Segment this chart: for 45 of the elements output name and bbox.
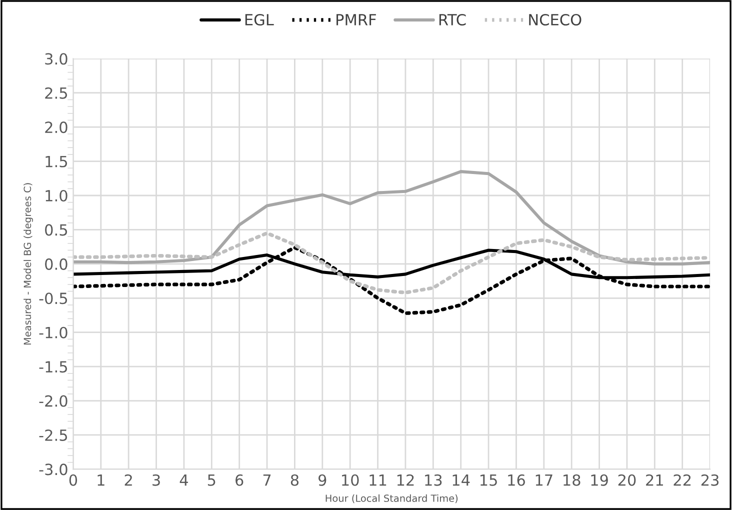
- line-series: [73, 246, 710, 315]
- legend-label: RTC: [439, 14, 466, 26]
- line-series: [73, 170, 710, 266]
- x-tick-label: 18: [564, 474, 580, 486]
- legend-label: EGL: [245, 14, 274, 26]
- x-tick-label: 19: [591, 474, 608, 486]
- x-tick-label: 2: [124, 474, 132, 486]
- y-axis-title: Measured - Model BG (degrees C): [24, 183, 33, 345]
- x-tick-label: 3: [152, 474, 160, 486]
- y-tick-label: -2.5: [39, 429, 68, 442]
- y-tick-label: 0.0: [45, 258, 68, 270]
- x-axis-title: Hour (Local Standard Time): [326, 494, 458, 504]
- legend-label: PMRF: [336, 14, 376, 26]
- x-tick-label: 9: [318, 474, 326, 486]
- y-tick-label: 1.0: [46, 190, 68, 202]
- x-tick-label: 0: [69, 474, 78, 486]
- x-tick-label: 20: [618, 474, 636, 486]
- x-tick-label: 8: [290, 474, 299, 486]
- x-tick-label: 15: [480, 474, 497, 486]
- x-tick-label: 11: [370, 474, 386, 486]
- x-tick-label: 12: [397, 474, 414, 486]
- x-tick-label: 7: [263, 474, 271, 486]
- x-tick-label: 17: [536, 474, 552, 486]
- x-tick-label: 13: [425, 474, 442, 486]
- y-tick-label: 0.5: [45, 224, 68, 236]
- y-tick-label: -1.0: [39, 326, 68, 338]
- y-tick-label: 2.0: [45, 122, 68, 134]
- y-tick-label: -3.0: [39, 464, 68, 476]
- y-tick-label: -2.0: [39, 395, 68, 407]
- x-tick-label: 6: [236, 474, 244, 486]
- y-tick-label: 3.0: [45, 53, 68, 65]
- x-tick-label: 1: [98, 474, 104, 486]
- y-tick-label: -0.5: [39, 292, 68, 304]
- x-tick-label: 22: [674, 474, 691, 486]
- y-tick-label: -1.5: [39, 361, 68, 373]
- x-tick-label: 21: [646, 474, 663, 486]
- y-tick-label: 2.5: [45, 87, 68, 99]
- x-tick-label: 5: [208, 474, 216, 486]
- legend-label: NCECO: [529, 14, 582, 26]
- y-tick-label: 1.5: [46, 156, 68, 168]
- x-tick-label: 10: [342, 474, 359, 486]
- x-tick-label: 14: [452, 474, 470, 486]
- x-tick-label: 16: [508, 474, 525, 486]
- x-tick-label: 4: [180, 474, 188, 486]
- x-tick-label: 23: [701, 474, 719, 486]
